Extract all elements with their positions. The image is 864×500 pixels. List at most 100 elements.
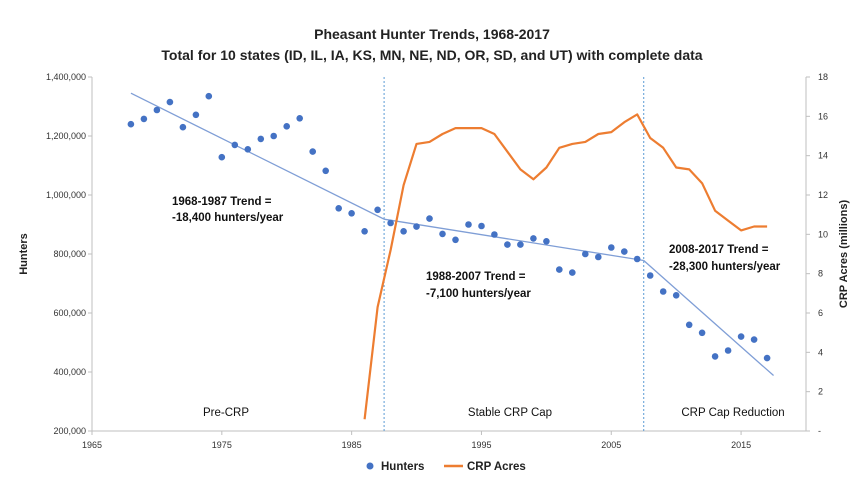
chart-title: Pheasant Hunter Trends, 1968-2017 (314, 26, 550, 42)
legend-hunters-marker (366, 462, 374, 470)
trend-line-2 (383, 218, 644, 262)
left-y-tick-label: 400,000 (53, 367, 86, 377)
chart-subtitle: Total for 10 states (ID, IL, IA, KS, MN,… (161, 47, 702, 63)
trend-line-1 (130, 92, 385, 220)
hunters-point-1999 (530, 235, 537, 242)
left-y-tick-label: 1,400,000 (46, 72, 86, 82)
left-y-tick-label: 1,200,000 (46, 131, 86, 141)
annotation-1988-2007-line1: 1988-2007 Trend = (426, 271, 526, 283)
right-y-tick-label: 16 (818, 111, 828, 121)
trend-lines (130, 92, 774, 377)
trend-line-3 (643, 260, 774, 377)
hunters-point-2013 (711, 353, 719, 360)
annotation-1988-2007-line2: -7,100 hunters/year (426, 288, 531, 300)
right-axis-label: CRP Acres (millions) (838, 200, 850, 309)
hunters-point-1998 (517, 241, 524, 248)
x-tick-label-2015: 2015 (731, 440, 751, 450)
hunters-point-2007 (633, 255, 641, 263)
left-y-tick-labels: 200,000 400,000 600,000 800,000 1,000,000 1,2… (46, 72, 92, 436)
annotation-1968-1987-line1: 1968-1987 Trend = (172, 196, 272, 208)
hunters-point-2004 (595, 253, 602, 261)
hunters-point-1974 (205, 92, 213, 100)
hunters-point-1971 (166, 98, 174, 106)
hunters-point-2015 (737, 333, 745, 340)
hunters-point-1984 (335, 205, 343, 212)
region-label-pre-crp: Pre-CRP (203, 407, 249, 419)
x-tick-label-1985: 1985 (342, 440, 362, 450)
hunters-point-2008 (646, 272, 654, 279)
right-y-tick-label: 10 (818, 229, 828, 239)
hunters-point-1976 (231, 141, 239, 149)
right-y-tick-labels: - 2 4 6 8 10 12 14 16 18 (806, 72, 828, 436)
hunters-point-2012 (698, 329, 706, 337)
hunters-point-1975 (218, 153, 226, 161)
hunters-point-1969 (140, 115, 148, 123)
hunters-point-1983 (322, 167, 330, 175)
hunters-point-1997 (504, 241, 511, 248)
hunters-series (127, 92, 771, 362)
left-y-tick-label: 600,000 (53, 308, 86, 318)
right-y-tick-label: 12 (818, 190, 828, 200)
x-tick-label-1965: 1965 (82, 440, 102, 450)
legend-crp-acres-label: CRP Acres (467, 461, 526, 473)
x-tick-label-1975: 1975 (212, 440, 232, 450)
right-y-tick-label: 18 (818, 72, 828, 82)
left-y-tick-label: 1,000,000 (46, 190, 86, 200)
right-y-tick-label: - (818, 426, 821, 436)
hunters-point-2017 (763, 354, 771, 362)
annotation-1968-1987: 1968-1987 Trend = -18,400 hunters/year (172, 196, 284, 224)
right-y-tick-label: 8 (818, 269, 823, 279)
hunters-point-1986 (361, 228, 368, 235)
crp-acres-series (363, 113, 768, 420)
right-y-tick-label: 2 (818, 387, 823, 397)
hunters-point-1985 (348, 210, 355, 217)
hunters-point-2000 (543, 238, 550, 245)
hunters-point-2002 (569, 269, 576, 276)
x-tick-labels: 1965 1975 1985 1995 2005 2015 (82, 431, 751, 450)
crp-acres-line (363, 113, 768, 420)
hunters-point-1996 (491, 231, 498, 238)
x-tick-label-2005: 2005 (601, 440, 621, 450)
right-y-tick-label: 4 (818, 347, 823, 357)
hunters-point-1989 (400, 228, 407, 235)
legend: Hunters CRP Acres (366, 461, 526, 473)
x-tick-label-1995: 1995 (471, 440, 491, 450)
hunters-point-1970 (153, 106, 161, 114)
annotation-1968-1987-line2: -18,400 hunters/year (172, 212, 284, 224)
hunters-point-2009 (659, 288, 667, 295)
hunters-point-2016 (750, 336, 758, 343)
annotation-2008-2017-line1: 2008-2017 Trend = (669, 244, 769, 256)
hunters-point-1991 (426, 215, 433, 222)
hunters-point-2001 (556, 266, 563, 273)
annotation-1988-2007: 1988-2007 Trend = -7,100 hunters/year (426, 271, 531, 300)
left-y-tick-label: 200,000 (53, 426, 86, 436)
hunters-point-2005 (608, 244, 615, 251)
left-axis-label: Hunters (18, 233, 30, 275)
hunters-point-1994 (465, 221, 472, 228)
hunters-point-2003 (582, 250, 589, 258)
hunters-point-1990 (413, 223, 420, 230)
hunters-point-1981 (296, 115, 304, 122)
left-y-tick-label: 800,000 (53, 249, 86, 259)
reference-lines (383, 77, 645, 431)
hunters-point-1977 (244, 146, 252, 153)
hunters-point-1995 (478, 222, 485, 230)
hunters-point-1993 (452, 236, 459, 244)
hunters-point-1968 (127, 120, 135, 128)
annotation-2008-2017: 2008-2017 Trend = -28,300 hunters/year (669, 244, 781, 273)
hunters-point-1972 (179, 123, 187, 131)
hunters-point-2010 (672, 292, 680, 299)
hunters-point-1982 (309, 148, 317, 155)
hunters-point-1973 (192, 111, 200, 119)
hunters-point-1979 (270, 132, 278, 140)
hunters-point-2006 (621, 248, 628, 255)
hunters-point-1978 (257, 135, 265, 143)
annotation-2008-2017-line2: -28,300 hunters/year (669, 261, 781, 273)
hunters-point-2011 (685, 321, 693, 329)
hunters-point-1988 (387, 219, 394, 227)
legend-hunters-label: Hunters (381, 461, 424, 473)
hunters-point-1987 (374, 206, 381, 214)
region-label-stable-crp-cap: Stable CRP Cap (468, 407, 552, 419)
hunters-point-2014 (724, 347, 732, 354)
